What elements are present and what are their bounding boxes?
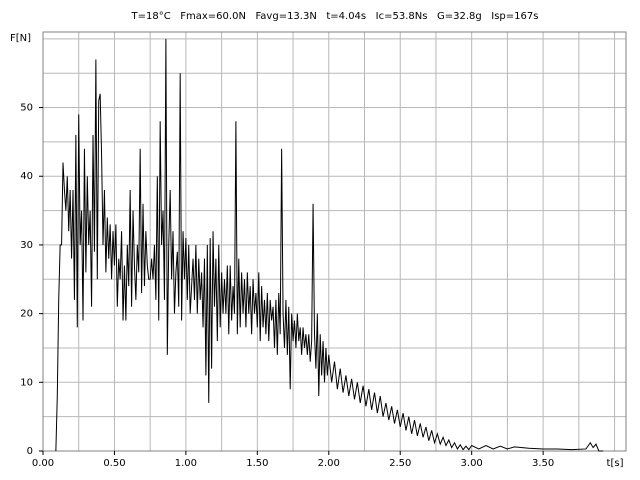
y-tick-label: 40 <box>20 171 33 182</box>
x-tick-label: 3.00 <box>461 458 483 469</box>
y-tick-label: 20 <box>20 309 33 320</box>
y-tick-label: 50 <box>20 103 33 114</box>
x-tick-label: 0.00 <box>32 458 54 469</box>
y-tick-label: 0 <box>27 446 33 457</box>
x-tick-label: 2.00 <box>318 458 340 469</box>
plot-frame <box>42 31 627 452</box>
x-tick-label: 2.50 <box>389 458 411 469</box>
y-tick-label: 30 <box>20 240 33 251</box>
chart-title: T=18°C Fmax=60.0N Favg=13.3N t=4.04s Ic=… <box>131 11 539 22</box>
x-axis-label: t[s] <box>607 458 624 469</box>
plot-area <box>43 32 626 451</box>
x-tick-label: 3.50 <box>532 458 554 469</box>
thrust-line <box>55 38 604 452</box>
y-tick-label: 10 <box>20 377 33 388</box>
x-tick-label: 0.50 <box>103 458 125 469</box>
y-axis-label: F[N] <box>10 33 31 44</box>
x-tick-label: 1.00 <box>175 458 197 469</box>
x-tick-label: 1.50 <box>246 458 268 469</box>
